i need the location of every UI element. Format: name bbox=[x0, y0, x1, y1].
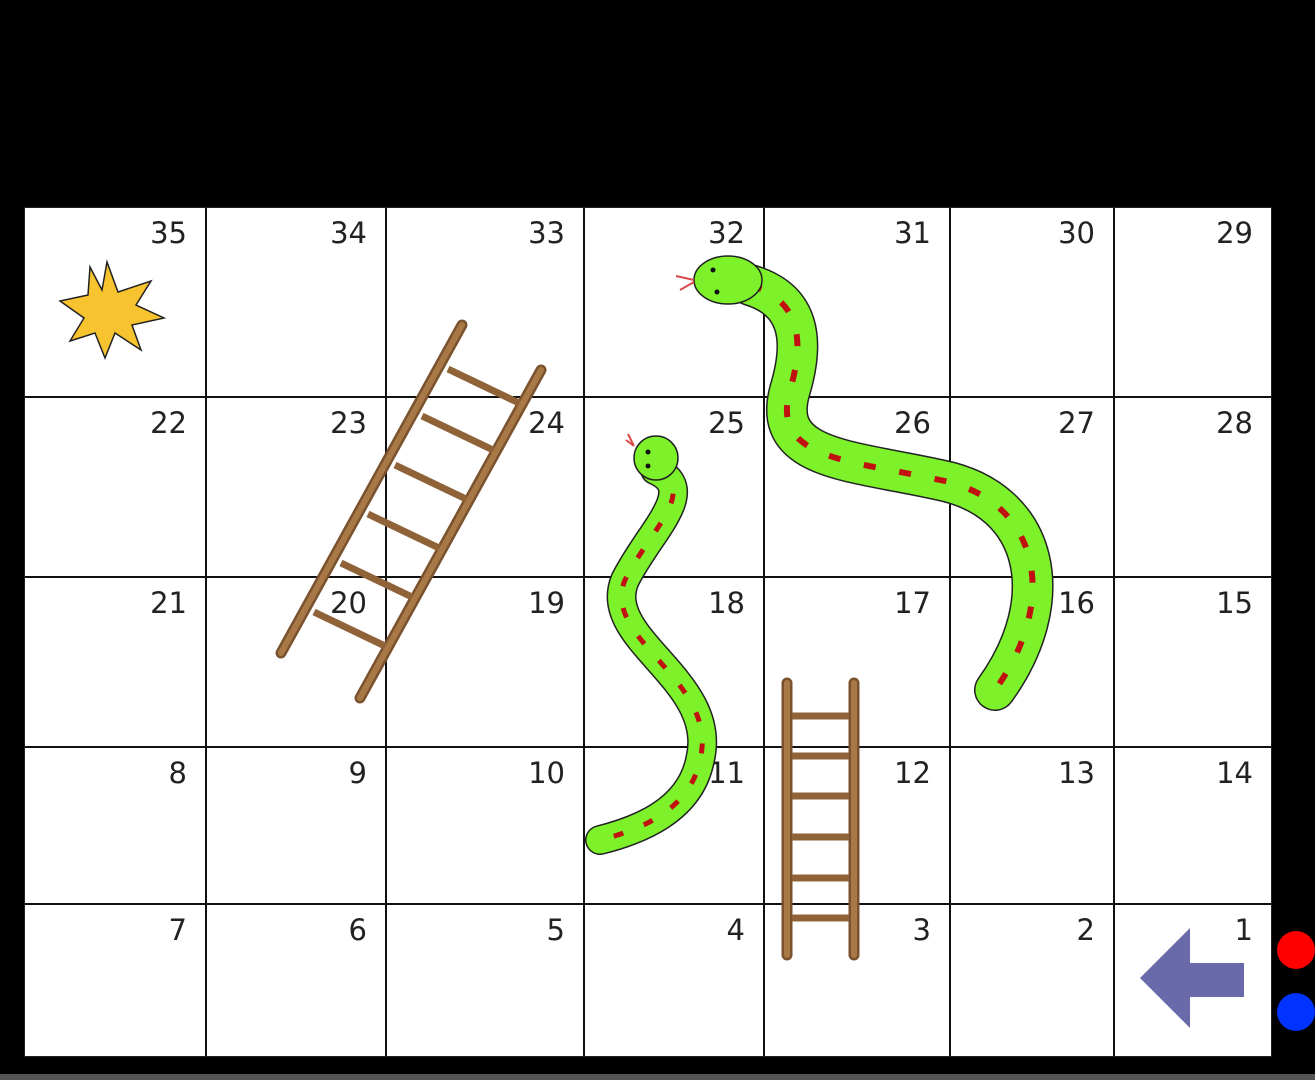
cell-number: 3 bbox=[912, 913, 931, 947]
cell-number: 33 bbox=[528, 216, 565, 250]
cell-number: 7 bbox=[168, 913, 187, 947]
board-cell: 31 bbox=[765, 208, 951, 398]
board-cell: 32 bbox=[585, 208, 765, 398]
board-cell: 22 bbox=[25, 398, 207, 578]
board-cell: 17 bbox=[765, 578, 951, 748]
cell-number: 30 bbox=[1058, 216, 1095, 250]
board-cell: 33 bbox=[387, 208, 585, 398]
board-cell: 26 bbox=[765, 398, 951, 578]
cell-number: 12 bbox=[894, 756, 931, 790]
cell-number: 1 bbox=[1234, 913, 1253, 947]
cell-number: 5 bbox=[546, 913, 565, 947]
cell-number: 10 bbox=[528, 756, 565, 790]
board-cell: 28 bbox=[1115, 398, 1271, 578]
board-cell: 6 bbox=[207, 905, 387, 1056]
board-cell: 34 bbox=[207, 208, 387, 398]
cell-number: 21 bbox=[150, 586, 187, 620]
board-cell: 14 bbox=[1115, 748, 1271, 905]
cell-number: 25 bbox=[708, 406, 745, 440]
board-cell: 23 bbox=[207, 398, 387, 578]
board-cell: 9 bbox=[207, 748, 387, 905]
cell-number: 4 bbox=[726, 913, 745, 947]
board-cell: 30 bbox=[951, 208, 1115, 398]
cell-number: 20 bbox=[330, 586, 367, 620]
board-cell: 4 bbox=[585, 905, 765, 1056]
cell-number: 8 bbox=[168, 756, 187, 790]
cell-number: 27 bbox=[1058, 406, 1095, 440]
player-token-blue[interactable] bbox=[1277, 993, 1315, 1031]
board-cell: 18 bbox=[585, 578, 765, 748]
cell-number: 28 bbox=[1216, 406, 1253, 440]
cell-number: 17 bbox=[894, 586, 931, 620]
cell-number: 23 bbox=[330, 406, 367, 440]
board-cell: 19 bbox=[387, 578, 585, 748]
cell-number: 34 bbox=[330, 216, 367, 250]
board-cell: 8 bbox=[25, 748, 207, 905]
board-cell: 24 bbox=[387, 398, 585, 578]
board-cell: 2 bbox=[951, 905, 1115, 1056]
cell-number: 24 bbox=[528, 406, 565, 440]
cell-number: 6 bbox=[348, 913, 367, 947]
cell-number: 9 bbox=[348, 756, 367, 790]
player-token-red[interactable] bbox=[1277, 931, 1315, 969]
cell-number: 18 bbox=[708, 586, 745, 620]
cell-number: 26 bbox=[894, 406, 931, 440]
board-cell: 13 bbox=[951, 748, 1115, 905]
board-cell: 3 bbox=[765, 905, 951, 1056]
board-cell: 1 bbox=[1115, 905, 1271, 1056]
board-cell: 11 bbox=[585, 748, 765, 905]
cell-number: 29 bbox=[1216, 216, 1253, 250]
board-cell: 15 bbox=[1115, 578, 1271, 748]
cell-number: 13 bbox=[1058, 756, 1095, 790]
board-cell: 16 bbox=[951, 578, 1115, 748]
board-cell: 29 bbox=[1115, 208, 1271, 398]
board-cell: 7 bbox=[25, 905, 207, 1056]
board-cell: 20 bbox=[207, 578, 387, 748]
board-cell: 27 bbox=[951, 398, 1115, 578]
board-cell: 5 bbox=[387, 905, 585, 1056]
cell-number: 35 bbox=[150, 216, 187, 250]
board-cell: 35 bbox=[25, 208, 207, 398]
cell-number: 11 bbox=[708, 756, 745, 790]
cell-number: 32 bbox=[708, 216, 745, 250]
board-cell: 12 bbox=[765, 748, 951, 905]
board-cell: 21 bbox=[25, 578, 207, 748]
cell-number: 16 bbox=[1058, 586, 1095, 620]
cell-number: 19 bbox=[528, 586, 565, 620]
board-cell: 10 bbox=[387, 748, 585, 905]
cell-number: 15 bbox=[1216, 586, 1253, 620]
cell-number: 22 bbox=[150, 406, 187, 440]
cell-number: 31 bbox=[894, 216, 931, 250]
bottom-bar bbox=[0, 1074, 1315, 1080]
board-cell: 25 bbox=[585, 398, 765, 578]
cell-number: 2 bbox=[1076, 913, 1095, 947]
game-board: 35 34 33 32 31 30 29 22 23 24 25 26 27 28 21 20 19 18 17 16… bbox=[24, 207, 1272, 1057]
cell-number: 14 bbox=[1216, 756, 1253, 790]
